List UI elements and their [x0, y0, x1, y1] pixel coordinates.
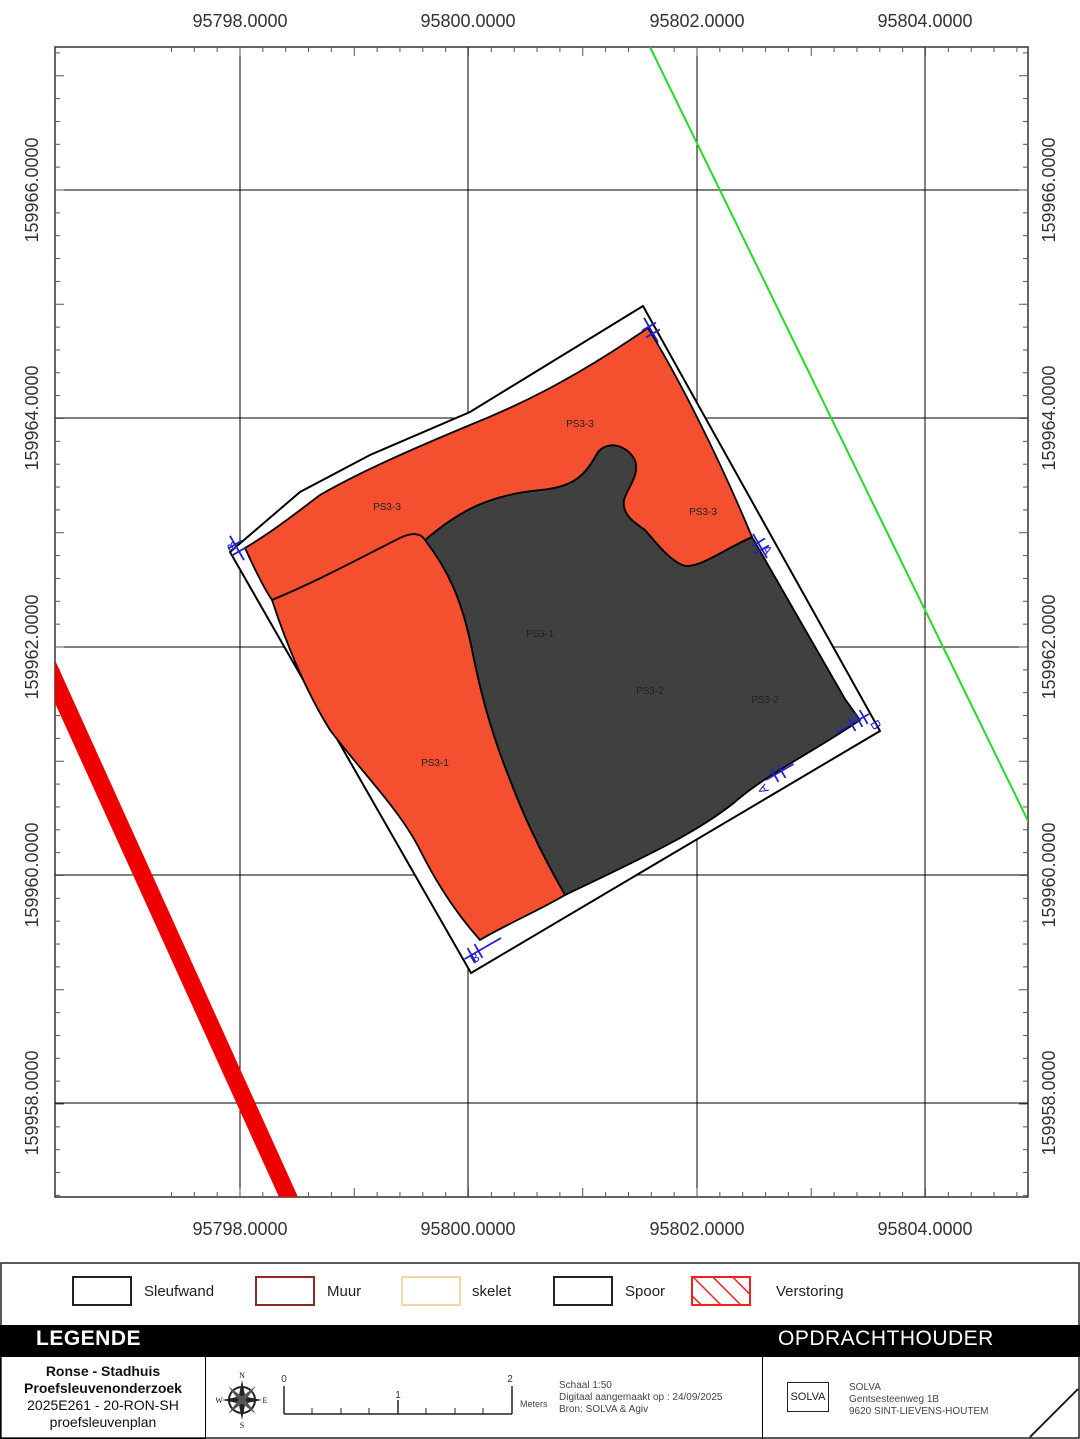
profile-marker — [641, 317, 661, 343]
legend-label: Sleufwand — [144, 1283, 215, 1300]
project-plan-name: proefsleuvenplan — [49, 1414, 157, 1430]
profile-marker — [765, 763, 795, 783]
project-subtitle: Proefsleuvenonderzoek — [24, 1380, 182, 1396]
scale-tick-label: 2 — [507, 1374, 513, 1385]
y-tick-label: 159966.0000 — [1039, 137, 1059, 242]
x-tick-label: 95800.0000 — [420, 1219, 515, 1239]
y-tick-label: 159962.0000 — [22, 594, 42, 699]
client-logo-text: SOLVA — [790, 1391, 826, 1403]
feature-label: PS3-1 — [421, 758, 449, 769]
y-tick-label: 159960.0000 — [22, 822, 42, 927]
green-boundary-line — [649, 47, 1028, 824]
feature-label: PS3-3 — [566, 419, 594, 430]
compass-letter: N — [239, 1371, 245, 1380]
profile-marker — [835, 709, 870, 734]
scale-info: Digitaal aangemaakt op : 24/09/2025 — [559, 1392, 723, 1403]
client-line: SOLVA — [849, 1382, 881, 1393]
compass-letter: W — [216, 1396, 223, 1405]
legend-swatch-muur — [255, 1276, 315, 1306]
muur-polygon-west — [270, 533, 567, 942]
x-tick-label: 95804.0000 — [877, 11, 972, 31]
legend-swatch-skelet — [401, 1276, 461, 1306]
legend-swatch-verstoring — [691, 1276, 751, 1306]
profile-marker — [750, 533, 770, 559]
scale-units: Meters — [520, 1399, 548, 1409]
y-tick-label: 159958.0000 — [1039, 1050, 1059, 1155]
feature-label: PS3-3 — [373, 502, 401, 513]
legend-swatch-sleufwand — [72, 1276, 132, 1306]
legend-title-bar — [0, 1325, 1080, 1357]
y-tick-label: 159966.0000 — [22, 137, 42, 242]
y-tick-label: 159962.0000 — [1039, 594, 1059, 699]
x-tick-label: 95800.0000 — [420, 11, 515, 31]
x-tick-label: 95802.0000 — [649, 1219, 744, 1239]
feature-label: PS3-3 — [689, 507, 717, 518]
x-tick-label: 95798.0000 — [192, 1219, 287, 1239]
profile-marker — [227, 535, 247, 561]
scale-info: Schaal 1:50 — [559, 1380, 612, 1391]
compass-letter: E — [263, 1396, 268, 1405]
red-boundary-line — [55, 660, 298, 1197]
x-tick-label: 95804.0000 — [877, 1219, 972, 1239]
profile-markers — [227, 317, 870, 963]
y-tick-label: 159964.0000 — [22, 365, 42, 470]
scale-tick-label: 1 — [395, 1390, 401, 1401]
legend-label: Verstoring — [776, 1283, 844, 1300]
right-tick-labels: 159966.0000 159964.0000 159962.0000 1599… — [1039, 137, 1059, 1155]
profile-marker — [464, 937, 502, 963]
client-line: 9620 SINT-LIEVENS-HOUTEM — [849, 1406, 989, 1417]
feature-label: PS3-2 — [636, 686, 664, 697]
left-tick-labels: 159966.0000 159964.0000 159962.0000 1599… — [22, 137, 42, 1155]
x-tick-label: 95798.0000 — [192, 11, 287, 31]
y-tick-label: 159960.0000 — [1039, 822, 1059, 927]
client-info — [762, 1357, 1080, 1439]
legend-label: Muur — [327, 1283, 362, 1300]
top-tick-labels: 95798.0000 95800.0000 95802.0000 95804.0… — [192, 11, 972, 31]
scale-tick-label: 0 — [281, 1374, 287, 1385]
client-title: OPDRACHTHOUDER — [778, 1327, 994, 1350]
feature-label: PS3-1 — [526, 629, 554, 640]
client-line: Gentsesteenweg 1B — [849, 1394, 940, 1405]
feature-label: PS3-2 — [751, 695, 779, 706]
legend-label: skelet — [472, 1283, 512, 1300]
x-tick-label: 95802.0000 — [649, 11, 744, 31]
project-info: Ronse - Stadhuis Proefsleuvenonderzoek 2… — [0, 1357, 206, 1439]
feature-labels: PS3-3 PS3-3 PS3-3 PS3-1 PS3-2 PS3-2 PS3-… — [373, 419, 779, 769]
legend-title: LEGENDE — [36, 1327, 142, 1350]
client-logo: SOLVA — [787, 1382, 829, 1412]
compass-letter: S — [240, 1421, 244, 1430]
map-canvas: 95798.0000 95800.0000 95802.0000 95804.0… — [22, 11, 1059, 1239]
y-tick-label: 159964.0000 — [1039, 365, 1059, 470]
legend-label: Spoor — [625, 1283, 666, 1300]
frame-ticks — [55, 47, 1028, 1197]
scale-bar: 0 1 2 — [281, 1374, 513, 1415]
scale-info: Bron: SOLVA & Agiv — [559, 1404, 649, 1415]
compass-rose-icon: N W E S — [216, 1371, 268, 1430]
project-title: Ronse - Stadhuis — [45, 1363, 161, 1379]
bottom-tick-labels: 95798.0000 95800.0000 95802.0000 95804.0… — [192, 1219, 972, 1239]
y-tick-label: 159958.0000 — [22, 1050, 42, 1155]
client-diagonal — [1029, 1388, 1079, 1438]
project-code: 2025E261 - 20-RON-SH — [27, 1397, 179, 1413]
legend-swatch-spoor — [553, 1276, 613, 1306]
